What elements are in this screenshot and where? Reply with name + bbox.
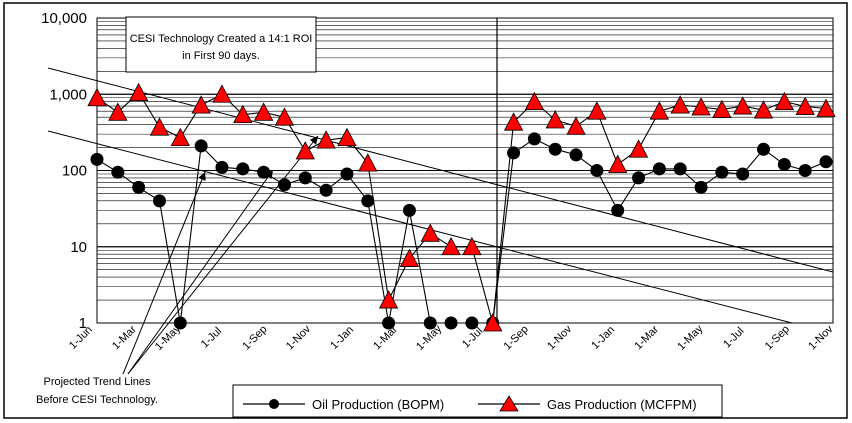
y-tick-label: 10 (70, 239, 87, 256)
gas-point (628, 139, 649, 158)
trend-label-line-2: Before CESI Technology. (36, 394, 158, 406)
gas-point (774, 91, 795, 111)
legend: Oil Production (BOPM) Gas Production (MC… (232, 384, 723, 418)
trend-callout-arrowhead (309, 136, 318, 145)
oil-point (194, 139, 208, 153)
oil-point (819, 155, 833, 169)
gas-point (108, 102, 128, 121)
oil-point (173, 316, 187, 330)
gas-point (399, 248, 420, 267)
gas-point (87, 87, 107, 107)
y-tick-label: 10,000 (41, 10, 87, 27)
oil-point (215, 160, 229, 174)
gas-point (337, 127, 357, 147)
oil-point (257, 165, 271, 179)
legend-gas-marker (499, 395, 519, 412)
oil-point (569, 148, 583, 162)
roi-annotation-line-1: CESI Technology Created a 14:1 ROI (130, 33, 313, 45)
gas-point (316, 130, 336, 149)
y-tick-label: 1 (79, 315, 87, 332)
gas-point (545, 110, 565, 129)
legend-oil-label: Oil Production (BOPM) (312, 397, 444, 412)
oil-point (715, 165, 729, 179)
gas-point (462, 236, 482, 256)
trend-callout-arrow (127, 135, 319, 375)
series-layer (87, 82, 836, 332)
y-tick-label: 1,000 (49, 86, 87, 103)
oil-point (611, 203, 625, 217)
gas-point (587, 101, 607, 120)
oil-point (90, 152, 104, 166)
callout-layer: CESI Technology Created a 14:1 ROI in Fi… (36, 16, 317, 406)
oil-point (527, 132, 541, 146)
oil-point (757, 142, 771, 156)
legend-box (232, 384, 723, 418)
oil-point (361, 194, 375, 208)
gas-point (191, 95, 211, 114)
oil-point (132, 180, 146, 194)
gas-point (566, 116, 586, 135)
gas-point (691, 97, 711, 116)
gas-point (733, 96, 753, 115)
trend-callout-arrow (122, 171, 206, 375)
trend-line-upper (47, 67, 834, 273)
gas-point (608, 154, 628, 173)
roi-annotation-box (125, 16, 317, 73)
oil-point (277, 178, 291, 192)
oil-point (798, 164, 812, 177)
legend-gas-label: Gas Production (MCFPM) (547, 397, 697, 412)
oil-point (340, 167, 354, 181)
gas-point (149, 117, 170, 136)
trend-label-line-1: Projected Trend Lines (43, 376, 151, 388)
gas-point (503, 112, 524, 131)
gas-point (170, 127, 190, 147)
gas-point (128, 82, 149, 102)
gas-point (712, 99, 732, 118)
trend-layer (47, 67, 834, 375)
oil-point (673, 162, 687, 176)
y-tick-label: 100 (62, 163, 87, 180)
roi-annotation-line-2: in First 90 days. (182, 50, 260, 62)
gas-point (212, 84, 232, 103)
gas-point (753, 100, 774, 119)
gas-point (378, 290, 399, 309)
gas-point (274, 107, 295, 126)
trend-callout-arrowhead (198, 172, 206, 181)
oil-point (319, 183, 333, 197)
oil-point (507, 146, 521, 160)
gas-point (441, 236, 461, 256)
oil-point (736, 167, 750, 181)
oil-point (402, 203, 416, 217)
gas-point (649, 101, 670, 120)
trend-callout-arrow (127, 169, 274, 375)
gas-point (670, 95, 690, 114)
oil-point (382, 316, 396, 330)
oil-point (694, 180, 708, 194)
oil-point (444, 316, 458, 330)
oil-point (465, 316, 479, 330)
trend-line-lower (47, 130, 793, 324)
oil-point (777, 157, 791, 171)
oil-point (652, 162, 666, 176)
gas-point (233, 104, 253, 124)
gas-point (358, 153, 378, 172)
oil-point (632, 171, 646, 185)
oil-point (298, 171, 312, 185)
oil-point (548, 142, 562, 156)
gas-point (524, 91, 545, 111)
legend-oil-marker (269, 399, 279, 409)
oil-point (423, 316, 437, 330)
oil-point (152, 194, 166, 208)
gas-point (253, 102, 274, 121)
gas-point (795, 96, 815, 115)
oil-point (236, 162, 250, 176)
gas-point (420, 223, 440, 242)
gas-point (295, 141, 315, 160)
oil-point (111, 165, 125, 179)
oil-point (590, 164, 604, 177)
gas-point (816, 98, 836, 117)
